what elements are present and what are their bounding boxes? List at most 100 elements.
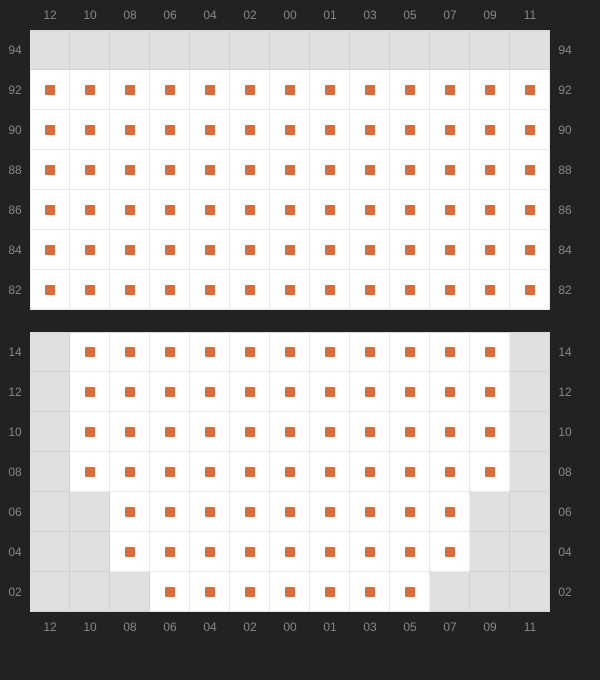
seat-cell[interactable] (390, 190, 430, 230)
seat-cell[interactable] (230, 230, 270, 270)
seat-cell[interactable] (190, 412, 230, 452)
seat-cell[interactable] (470, 190, 510, 230)
seat-cell[interactable] (190, 572, 230, 612)
seat-cell[interactable] (470, 332, 510, 372)
seat-cell[interactable] (150, 452, 190, 492)
seat-cell[interactable] (150, 532, 190, 572)
seat-cell[interactable] (70, 150, 110, 190)
seat-cell[interactable] (350, 110, 390, 150)
seat-cell[interactable] (190, 452, 230, 492)
seat-cell[interactable] (310, 150, 350, 190)
seat-cell[interactable] (510, 150, 550, 190)
seat-cell[interactable] (270, 150, 310, 190)
seat-cell[interactable] (70, 412, 110, 452)
seat-cell[interactable] (390, 230, 430, 270)
seat-cell[interactable] (230, 270, 270, 310)
seat-cell[interactable] (430, 230, 470, 270)
seat-cell[interactable] (270, 110, 310, 150)
seat-cell[interactable] (430, 190, 470, 230)
seat-cell[interactable] (310, 190, 350, 230)
seat-cell[interactable] (110, 150, 150, 190)
seat-cell[interactable] (270, 572, 310, 612)
seat-cell[interactable] (110, 230, 150, 270)
seat-cell[interactable] (390, 270, 430, 310)
seat-cell[interactable] (70, 270, 110, 310)
seat-cell[interactable] (350, 412, 390, 452)
seat-cell[interactable] (390, 532, 430, 572)
seat-cell[interactable] (30, 70, 70, 110)
seat-cell[interactable] (150, 190, 190, 230)
seat-cell[interactable] (350, 270, 390, 310)
seat-cell[interactable] (310, 332, 350, 372)
seat-cell[interactable] (270, 372, 310, 412)
seat-cell[interactable] (190, 492, 230, 532)
seat-cell[interactable] (190, 332, 230, 372)
seat-cell[interactable] (110, 332, 150, 372)
seat-cell[interactable] (470, 270, 510, 310)
seat-cell[interactable] (390, 412, 430, 452)
seat-cell[interactable] (190, 230, 230, 270)
seat-cell[interactable] (430, 70, 470, 110)
seat-cell[interactable] (30, 190, 70, 230)
seat-cell[interactable] (470, 412, 510, 452)
seat-cell[interactable] (70, 190, 110, 230)
seat-cell[interactable] (510, 110, 550, 150)
seat-cell[interactable] (350, 572, 390, 612)
seat-cell[interactable] (190, 70, 230, 110)
seat-cell[interactable] (150, 372, 190, 412)
seat-cell[interactable] (430, 492, 470, 532)
seat-cell[interactable] (350, 230, 390, 270)
seat-cell[interactable] (110, 412, 150, 452)
seat-cell[interactable] (150, 150, 190, 190)
seat-cell[interactable] (310, 572, 350, 612)
seat-cell[interactable] (190, 110, 230, 150)
seat-cell[interactable] (150, 492, 190, 532)
seat-cell[interactable] (430, 332, 470, 372)
seat-cell[interactable] (430, 150, 470, 190)
seat-cell[interactable] (110, 190, 150, 230)
seat-cell[interactable] (390, 332, 430, 372)
seat-cell[interactable] (310, 70, 350, 110)
seat-cell[interactable] (270, 412, 310, 452)
seat-cell[interactable] (390, 492, 430, 532)
seat-cell[interactable] (110, 70, 150, 110)
seat-cell[interactable] (390, 572, 430, 612)
seat-cell[interactable] (430, 270, 470, 310)
seat-cell[interactable] (510, 190, 550, 230)
seat-cell[interactable] (390, 372, 430, 412)
seat-cell[interactable] (230, 332, 270, 372)
seat-cell[interactable] (150, 70, 190, 110)
seat-cell[interactable] (350, 492, 390, 532)
seat-cell[interactable] (270, 70, 310, 110)
seat-cell[interactable] (190, 372, 230, 412)
seat-cell[interactable] (270, 492, 310, 532)
seat-cell[interactable] (70, 70, 110, 110)
seat-cell[interactable] (230, 190, 270, 230)
seat-cell[interactable] (430, 372, 470, 412)
seat-cell[interactable] (350, 150, 390, 190)
seat-cell[interactable] (30, 270, 70, 310)
seat-cell[interactable] (510, 70, 550, 110)
seat-cell[interactable] (230, 412, 270, 452)
seat-cell[interactable] (510, 270, 550, 310)
seat-cell[interactable] (270, 230, 310, 270)
seat-cell[interactable] (350, 372, 390, 412)
seat-cell[interactable] (390, 110, 430, 150)
seat-cell[interactable] (30, 110, 70, 150)
seat-cell[interactable] (230, 492, 270, 532)
seat-cell[interactable] (230, 70, 270, 110)
seat-cell[interactable] (150, 110, 190, 150)
seat-cell[interactable] (470, 150, 510, 190)
seat-cell[interactable] (270, 270, 310, 310)
seat-cell[interactable] (150, 230, 190, 270)
seat-cell[interactable] (470, 452, 510, 492)
seat-cell[interactable] (110, 452, 150, 492)
seat-cell[interactable] (230, 150, 270, 190)
seat-cell[interactable] (350, 452, 390, 492)
seat-cell[interactable] (310, 230, 350, 270)
seat-cell[interactable] (150, 270, 190, 310)
seat-cell[interactable] (310, 412, 350, 452)
seat-cell[interactable] (70, 452, 110, 492)
seat-cell[interactable] (190, 190, 230, 230)
seat-cell[interactable] (230, 532, 270, 572)
